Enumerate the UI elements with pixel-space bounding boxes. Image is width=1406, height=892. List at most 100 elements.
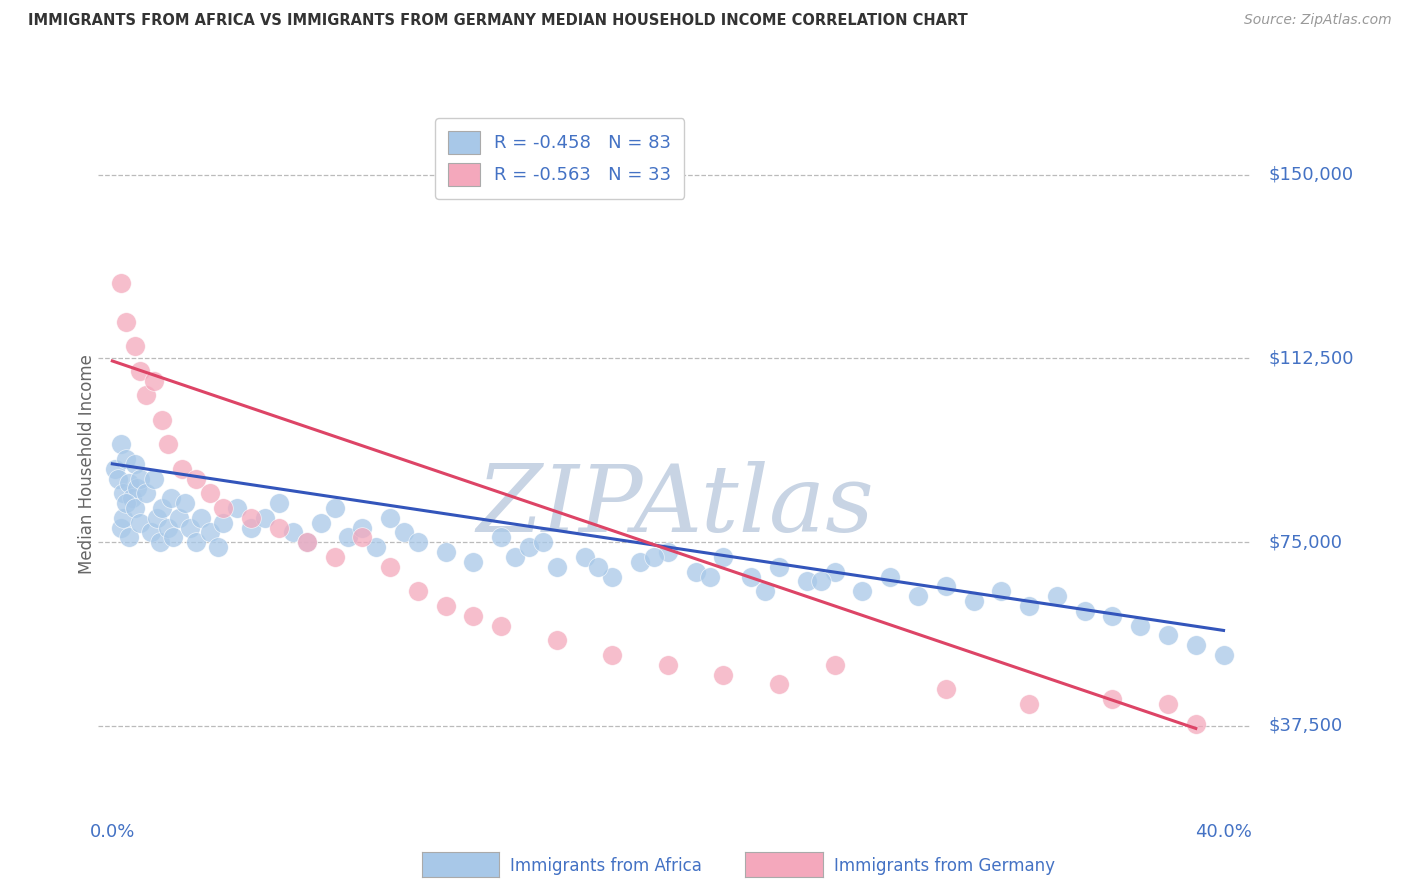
Point — [602, 569, 624, 583]
Point — [118, 530, 141, 544]
Point — [240, 520, 263, 534]
Point — [295, 535, 318, 549]
Point — [124, 339, 146, 353]
Text: ZIPAtlas: ZIPAtlas — [477, 460, 873, 550]
Point — [754, 584, 776, 599]
Point — [179, 520, 201, 534]
Point — [962, 594, 984, 608]
Point — [135, 388, 157, 402]
Point — [378, 510, 401, 524]
Point — [713, 549, 735, 564]
Point — [503, 549, 526, 564]
Point — [907, 589, 929, 603]
Point — [104, 461, 127, 475]
Point — [129, 364, 152, 378]
Point — [1073, 604, 1095, 618]
Point — [434, 545, 457, 559]
Point — [254, 510, 277, 524]
Point — [406, 535, 429, 549]
Point — [935, 579, 957, 593]
Point — [1101, 692, 1123, 706]
Point — [295, 535, 318, 549]
Point — [150, 500, 173, 515]
Point — [167, 510, 190, 524]
Text: IMMIGRANTS FROM AFRICA VS IMMIGRANTS FROM GERMANY MEDIAN HOUSEHOLD INCOME CORREL: IMMIGRANTS FROM AFRICA VS IMMIGRANTS FRO… — [28, 13, 967, 29]
Point — [337, 530, 360, 544]
Point — [824, 565, 846, 579]
Point — [212, 500, 235, 515]
Point — [463, 555, 485, 569]
Point — [1157, 628, 1180, 642]
Point — [851, 584, 873, 599]
Point — [107, 471, 129, 485]
Point — [588, 559, 610, 574]
Text: Source: ZipAtlas.com: Source: ZipAtlas.com — [1244, 13, 1392, 28]
Point — [366, 540, 388, 554]
Text: $75,000: $75,000 — [1268, 533, 1343, 551]
Point — [173, 496, 195, 510]
Point — [643, 549, 665, 564]
Point — [531, 535, 554, 549]
Point — [148, 535, 170, 549]
Point — [145, 510, 167, 524]
Point — [115, 496, 138, 510]
Point — [392, 525, 415, 540]
Point — [491, 618, 513, 632]
Point — [150, 413, 173, 427]
Point — [1184, 638, 1206, 652]
Point — [713, 667, 735, 681]
Point — [546, 633, 568, 648]
Point — [110, 520, 132, 534]
Point — [990, 584, 1012, 599]
Point — [309, 516, 332, 530]
Point — [628, 555, 651, 569]
Point — [685, 565, 707, 579]
Point — [740, 569, 762, 583]
Point — [127, 481, 149, 495]
Point — [463, 608, 485, 623]
Point — [517, 540, 540, 554]
Point — [879, 569, 901, 583]
Point — [1157, 697, 1180, 711]
Point — [198, 486, 221, 500]
Point — [323, 500, 346, 515]
Point — [1046, 589, 1069, 603]
Y-axis label: Median Household Income: Median Household Income — [79, 354, 96, 574]
Point — [352, 530, 374, 544]
Point — [323, 549, 346, 564]
Point — [198, 525, 221, 540]
Point — [190, 510, 212, 524]
Text: $150,000: $150,000 — [1268, 166, 1354, 184]
Point — [118, 476, 141, 491]
Point — [768, 559, 790, 574]
Point — [768, 677, 790, 691]
Point — [156, 437, 179, 451]
Point — [141, 525, 163, 540]
Point — [378, 559, 401, 574]
Point — [143, 471, 166, 485]
Point — [824, 657, 846, 672]
Point — [184, 535, 207, 549]
Point — [110, 437, 132, 451]
Point — [184, 471, 207, 485]
Point — [602, 648, 624, 662]
Legend: R = -0.458   N = 83, R = -0.563   N = 33: R = -0.458 N = 83, R = -0.563 N = 33 — [434, 118, 685, 199]
Point — [1018, 599, 1040, 613]
Point — [1101, 608, 1123, 623]
Point — [406, 584, 429, 599]
Point — [1129, 618, 1152, 632]
Point — [657, 545, 679, 559]
Text: $112,500: $112,500 — [1268, 350, 1354, 368]
Point — [135, 486, 157, 500]
Point — [1212, 648, 1234, 662]
Point — [143, 374, 166, 388]
Point — [1184, 716, 1206, 731]
Point — [121, 491, 143, 505]
Point — [1018, 697, 1040, 711]
Point — [434, 599, 457, 613]
Text: Immigrants from Germany: Immigrants from Germany — [834, 857, 1054, 875]
Point — [115, 315, 138, 329]
Point — [129, 516, 152, 530]
Point — [240, 510, 263, 524]
Point — [491, 530, 513, 544]
